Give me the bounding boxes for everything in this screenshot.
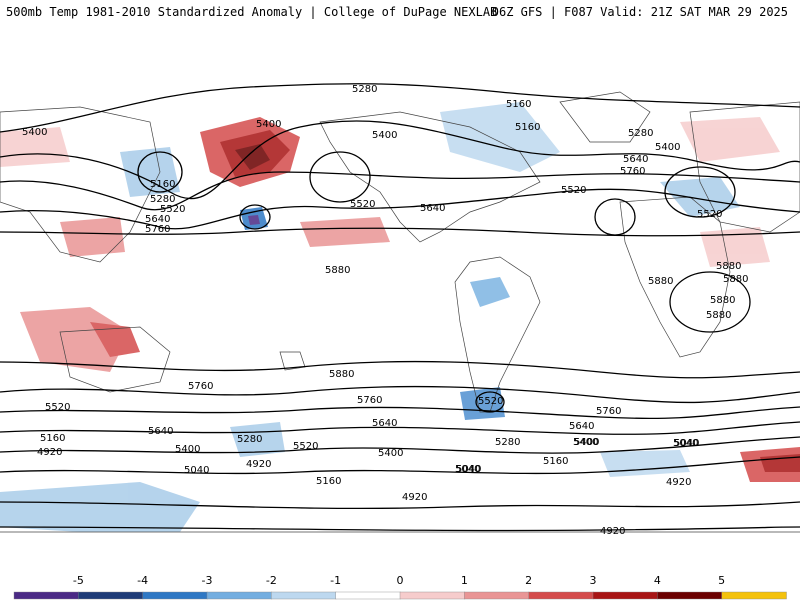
contour-label: 5040 bbox=[674, 438, 699, 449]
colorbar-tick-label: 4 bbox=[653, 574, 661, 587]
colorbar-segment bbox=[271, 591, 337, 600]
map-title: 500mb Temp 1981-2010 Standardized Anomal… bbox=[6, 5, 498, 19]
contour-label: 5640 bbox=[623, 154, 648, 165]
contour-label: 5880 bbox=[710, 295, 735, 306]
contour-label: 5880 bbox=[648, 276, 673, 287]
contour-label: 5640 bbox=[372, 418, 397, 429]
contour-label: 5760 bbox=[620, 166, 645, 177]
colorbar-segment bbox=[78, 591, 144, 600]
contour-label: 5520 bbox=[697, 209, 722, 220]
colorbar-tick-label: 0 bbox=[396, 574, 404, 587]
contour-label: 5160 bbox=[316, 476, 341, 487]
contour-label: 5160 bbox=[506, 99, 531, 110]
contour-label: 5520 bbox=[160, 204, 185, 215]
contour-label: 5880 bbox=[723, 274, 748, 285]
colorbar-tick-label: -2 bbox=[265, 574, 277, 587]
contour-label: 5520 bbox=[45, 402, 70, 413]
contour-labels: 5280 5160 5400 5160 5400 5280 5400 5640 … bbox=[22, 84, 748, 537]
colorbar-segment bbox=[335, 591, 401, 600]
contour-label: 5160 bbox=[543, 456, 568, 467]
contour-label: 5040 bbox=[673, 438, 698, 449]
contour-label: 5520 bbox=[478, 396, 503, 407]
colorbar-tick-label: -1 bbox=[330, 574, 342, 587]
colorbar-segment bbox=[13, 591, 80, 600]
contour-label: 4920 bbox=[246, 459, 271, 470]
contour-label: 5880 bbox=[706, 310, 731, 321]
contour-label: 4920 bbox=[402, 492, 427, 503]
colorbar-segment bbox=[142, 591, 208, 600]
contour-label: 5400 bbox=[378, 448, 403, 459]
contour-label: 5400 bbox=[573, 437, 598, 448]
coastlines bbox=[0, 91, 800, 533]
contour-label: 5400 bbox=[372, 130, 397, 141]
colorbar-segment bbox=[464, 591, 530, 600]
contour-label: 4920 bbox=[37, 447, 62, 458]
colorbar-tick-label: -4 bbox=[137, 574, 149, 587]
contour-label: 5400 bbox=[22, 127, 47, 138]
weather-map[interactable]: 5280 5160 5400 5160 5400 5280 5400 5640 … bbox=[0, 32, 800, 558]
colorbar-tick-label: 5 bbox=[718, 574, 726, 587]
colorbar-segment bbox=[528, 591, 594, 600]
colorbar-tick-label: 3 bbox=[589, 574, 597, 587]
contour-label: 5400 bbox=[175, 444, 200, 455]
contour-label: 5160 bbox=[40, 433, 65, 444]
contour-label: 5280 bbox=[150, 194, 175, 205]
model-run-info: 06Z GFS | F087 Valid: 21Z SAT MAR 29 202… bbox=[491, 5, 788, 19]
contour-label: 5280 bbox=[352, 84, 377, 95]
contour-label: 5280 bbox=[495, 437, 520, 448]
contour-label: 5880 bbox=[325, 265, 350, 276]
colorbar-tick-label: 2 bbox=[525, 574, 533, 587]
colorbar-tick-label: -5 bbox=[72, 574, 84, 587]
contour-label: 5400 bbox=[256, 119, 281, 130]
colorbar-tick-label: 1 bbox=[460, 574, 468, 587]
header-bar: 500mb Temp 1981-2010 Standardized Anomal… bbox=[0, 0, 800, 22]
contour-label: 5760 bbox=[188, 381, 213, 392]
contour-label: 5640 bbox=[420, 203, 445, 214]
contour-label: 5640 bbox=[145, 214, 170, 225]
contour-label: 5640 bbox=[569, 421, 594, 432]
colorbar-tick-label: -3 bbox=[201, 574, 213, 587]
contour-label: 5280 bbox=[628, 128, 653, 139]
colorbar-segment bbox=[206, 591, 273, 600]
contour-label: 5520 bbox=[561, 185, 586, 196]
warm-anomaly-shading bbox=[0, 117, 800, 482]
contour-label: 5040 bbox=[184, 465, 209, 476]
contour-label: 5760 bbox=[145, 224, 170, 235]
contour-label: 5160 bbox=[515, 122, 540, 133]
colorbar bbox=[13, 591, 787, 600]
contour-label: 5400 bbox=[655, 142, 680, 153]
contour-label: 5280 bbox=[237, 434, 262, 445]
contour-label: 5640 bbox=[148, 426, 173, 437]
contour-label: 5880 bbox=[329, 369, 354, 380]
contour-label: 4920 bbox=[666, 477, 691, 488]
contour-label: 5040 bbox=[456, 464, 481, 475]
contour-label: 5880 bbox=[716, 261, 741, 272]
colorbar-segment bbox=[657, 591, 723, 600]
contour-label: 5760 bbox=[357, 395, 382, 406]
colorbar-segment bbox=[592, 591, 659, 600]
contour-label: 5160 bbox=[150, 179, 175, 190]
height-contours bbox=[0, 83, 800, 532]
contour-label: 5040 bbox=[455, 464, 480, 475]
contour-label: 5760 bbox=[596, 406, 621, 417]
colorbar-segment bbox=[721, 591, 787, 600]
contour-label: 5520 bbox=[350, 199, 375, 210]
colorbar-segment bbox=[399, 591, 466, 600]
contour-label: 5400 bbox=[574, 437, 599, 448]
contour-label: 5520 bbox=[293, 441, 318, 452]
contour-label: 4920 bbox=[600, 526, 625, 537]
